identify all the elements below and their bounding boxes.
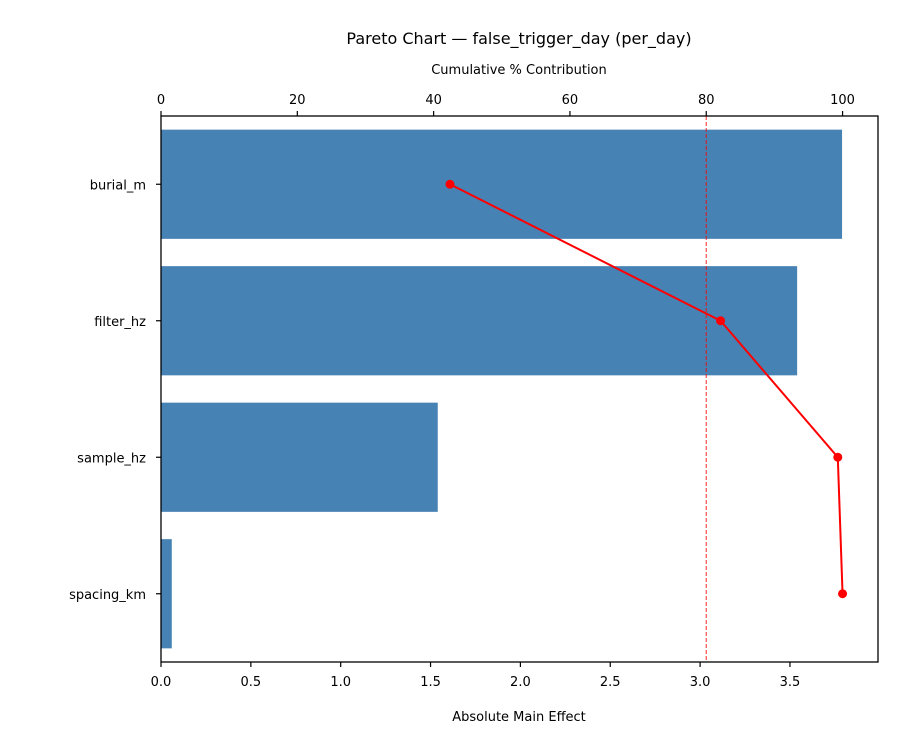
bars [161, 129, 843, 649]
x-tick-label: 1.0 [330, 675, 351, 690]
y-tick-label: burial_m [90, 178, 146, 193]
cumulative-polyline [449, 183, 844, 594]
top-axis-label: Cumulative % Contribution [431, 63, 607, 78]
x-tick-label: 0.0 [151, 675, 172, 690]
y-axis-ticks: burial_m filter_hz sample_hz spacing_km [69, 178, 161, 603]
bar-sample_hz [161, 402, 438, 512]
y-tick-label: spacing_km [69, 588, 146, 603]
x-tick-label: 1.5 [420, 675, 441, 690]
y-tick-label: sample_hz [77, 451, 146, 466]
x2-tick-label: 60 [562, 93, 579, 108]
x2-tick-label: 20 [289, 93, 306, 108]
cumulative-line [445, 179, 848, 599]
bottom-axis-label: Absolute Main Effect [452, 710, 586, 725]
x2-tick-label: 80 [698, 93, 715, 108]
x2-tick-label: 0 [157, 93, 165, 108]
y-tick-label: filter_hz [94, 315, 146, 330]
cumulative-point-burial_m [445, 179, 455, 189]
bottom-axis-ticks: 0.0 0.5 1.0 1.5 2.0 2.5 3.0 3.5 [151, 662, 801, 690]
cumulative-point-sample_hz [833, 452, 843, 462]
x-tick-label: 3.0 [690, 675, 711, 690]
x2-tick-label: 40 [425, 93, 442, 108]
x2-tick-label: 100 [830, 93, 855, 108]
plot-frame [160, 115, 879, 663]
chart-title: Pareto Chart — false_trigger_day (per_da… [346, 29, 691, 49]
bar-filter_hz [161, 266, 798, 376]
x-tick-label: 0.5 [241, 675, 262, 690]
bar-burial_m [161, 129, 843, 239]
x-tick-label: 2.5 [600, 675, 621, 690]
x-tick-label: 2.0 [510, 675, 531, 690]
cumulative-point-filter_hz [716, 316, 726, 326]
bar-spacing_km [161, 539, 172, 649]
top-axis-ticks: 0 20 40 60 80 100 [157, 93, 855, 116]
x-tick-label: 3.5 [780, 675, 801, 690]
cumulative-point-spacing_km [838, 589, 848, 599]
